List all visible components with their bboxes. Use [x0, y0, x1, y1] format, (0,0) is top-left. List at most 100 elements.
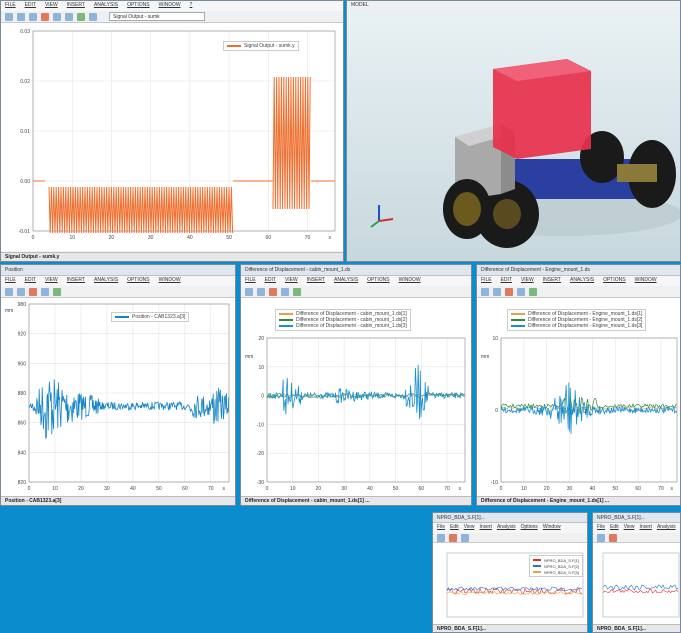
chart-icon[interactable] — [41, 12, 49, 21]
x-tick-label: 40 — [130, 486, 136, 492]
chart-icon[interactable] — [505, 287, 513, 296]
export-icon[interactable] — [77, 12, 85, 21]
legend-swatch — [511, 313, 525, 315]
x-tick-label: 20 — [544, 486, 550, 492]
menu-view[interactable]: VIEW — [284, 277, 298, 283]
table-icon[interactable] — [41, 287, 49, 296]
menu-window[interactable]: Window — [542, 524, 561, 530]
menu-help[interactable]: ? — [189, 2, 193, 8]
menu-window[interactable]: WINDOW — [158, 277, 181, 283]
menu-file[interactable]: File — [437, 524, 446, 530]
menu-window[interactable]: WINDOW — [398, 277, 421, 283]
cursor-icon[interactable] — [53, 12, 61, 21]
menu-view[interactable]: VIEW — [44, 277, 58, 283]
menu-view[interactable]: VIEW — [520, 277, 534, 283]
settings-icon[interactable] — [89, 12, 97, 21]
back-icon[interactable] — [481, 287, 489, 296]
menu-insert[interactable]: INSERT — [542, 277, 561, 283]
toolbar — [433, 533, 587, 543]
cabin-mount-window[interactable]: Difference of Displacement - cabin_mount… — [240, 264, 472, 506]
export-icon[interactable] — [529, 287, 537, 296]
menu-file[interactable]: FILE — [245, 277, 256, 283]
export-icon[interactable] — [293, 287, 301, 296]
chart-icon[interactable] — [449, 533, 457, 542]
position-window[interactable]: Position FILE EDIT VIEW INSERT ANALYSIS … — [0, 264, 236, 506]
zoom-icon[interactable] — [29, 12, 37, 21]
menu-analysis[interactable]: Analysis — [656, 524, 676, 530]
back-icon[interactable] — [5, 287, 13, 296]
menu-analysis[interactable]: Analysis — [496, 524, 516, 530]
menu-window[interactable]: WINDOW — [158, 2, 181, 8]
menu-options[interactable]: Options — [520, 524, 538, 530]
cabin-plot[interactable]: 20 10 0 -10 -20 -30 0 10 20 30 40 50 60 70 s mm — [241, 298, 472, 498]
signal-plot[interactable]: 0.03 0.02 0.01 0.00 -0.01 0 10 20 30 40 50 60 70 s — [1, 23, 344, 251]
menu-analysis[interactable]: ANALYSIS — [569, 277, 595, 283]
y-tick-label: -10 — [257, 422, 264, 428]
menu-file[interactable]: FILE — [5, 277, 16, 283]
zoom-icon[interactable] — [257, 287, 265, 296]
model-viewport[interactable] — [347, 9, 681, 262]
back-icon[interactable] — [5, 12, 13, 21]
model-window[interactable]: MODEL — [346, 0, 681, 262]
menu-options[interactable]: OPTIONS — [367, 277, 390, 283]
menu-file[interactable]: File — [597, 524, 606, 530]
legend-swatch — [533, 571, 541, 573]
engine-plot[interactable]: 100-10 0 10 20 30 40 50 60 70 s mm — [477, 298, 681, 498]
chart-icon[interactable] — [269, 287, 277, 296]
menu-edit[interactable]: EDIT — [264, 277, 276, 283]
small-plot-window-1[interactable]: NPRO_BDA_S.F[1]... File Edit View Insert… — [432, 512, 588, 633]
chart-icon[interactable] — [29, 287, 37, 296]
export-icon[interactable] — [53, 287, 61, 296]
menu-edit[interactable]: Edit — [450, 524, 459, 530]
small-legend-1: NPRO_BDA_S.F[1] NPRO_BDA_S.F[2] NPRO_BDA… — [529, 555, 583, 577]
menu-options[interactable]: OPTIONS — [127, 2, 150, 8]
toolbar: Signal Output - sumk — [1, 11, 343, 23]
back-icon[interactable] — [597, 533, 605, 542]
menu-analysis[interactable]: ANALYSIS — [93, 277, 119, 283]
signal-legend: Signal Output - sumk.y — [223, 41, 299, 51]
menu-edit[interactable]: EDIT — [24, 2, 36, 8]
x-tick-label: 10 — [290, 486, 296, 492]
legend-label: Signal Output - sumk.y — [244, 43, 295, 49]
menu-insert[interactable]: Insert — [639, 524, 652, 530]
signal-output-window[interactable]: FILE EDIT VIEW INSERT ANALYSIS OPTIONS W… — [0, 0, 344, 262]
x-tick-label: 60 — [182, 486, 188, 492]
menu-options[interactable]: OPTIONS — [603, 277, 626, 283]
forward-icon[interactable] — [17, 12, 25, 21]
menu-window[interactable]: WINDOW — [634, 277, 657, 283]
signal-select-dropdown[interactable]: Signal Output - sumk — [109, 12, 205, 21]
back-icon[interactable] — [437, 533, 445, 542]
table-icon[interactable] — [281, 287, 289, 296]
engine-mount-window[interactable]: Difference of Displacement - Engine_moun… — [476, 264, 681, 506]
menu-view[interactable]: View — [623, 524, 635, 530]
menu-insert[interactable]: INSERT — [66, 2, 85, 8]
menu-insert[interactable]: Insert — [479, 524, 492, 530]
menu-edit[interactable]: EDIT — [500, 277, 512, 283]
menu-edit[interactable]: Edit — [610, 524, 619, 530]
menu-view[interactable]: View — [463, 524, 475, 530]
x-tick-label: 10 — [52, 486, 58, 492]
menu-view[interactable]: VIEW — [44, 2, 58, 8]
zoom-icon[interactable] — [17, 287, 25, 296]
menu-file[interactable]: FILE — [481, 277, 492, 283]
x-tick-label: 70 — [208, 486, 214, 492]
menu-insert[interactable]: INSERT — [66, 277, 85, 283]
menu-options[interactable]: OPTIONS — [127, 277, 150, 283]
menu-file[interactable]: FILE — [5, 2, 16, 8]
position-trace — [28, 379, 230, 440]
small-plot-window-2[interactable]: NPRO_BDA_S.F[1]... File Edit View Insert… — [592, 512, 681, 633]
position-plot[interactable]: 980 920 900 880 860 840 820 0 10 20 30 40 50 60 70 s m… — [1, 298, 236, 498]
x-tick-label: 10 — [521, 486, 527, 492]
zoom-icon[interactable] — [493, 287, 501, 296]
menu-analysis[interactable]: ANALYSIS — [333, 277, 359, 283]
legend-swatch — [533, 559, 541, 561]
menu-analysis[interactable]: ANALYSIS — [93, 2, 119, 8]
table-icon[interactable] — [461, 533, 469, 542]
table-icon[interactable] — [65, 12, 73, 21]
small-plot-2[interactable] — [593, 543, 681, 625]
back-icon[interactable] — [245, 287, 253, 296]
menu-insert[interactable]: INSERT — [306, 277, 325, 283]
chart-icon[interactable] — [609, 533, 617, 542]
menu-edit[interactable]: EDIT — [24, 277, 36, 283]
table-icon[interactable] — [517, 287, 525, 296]
